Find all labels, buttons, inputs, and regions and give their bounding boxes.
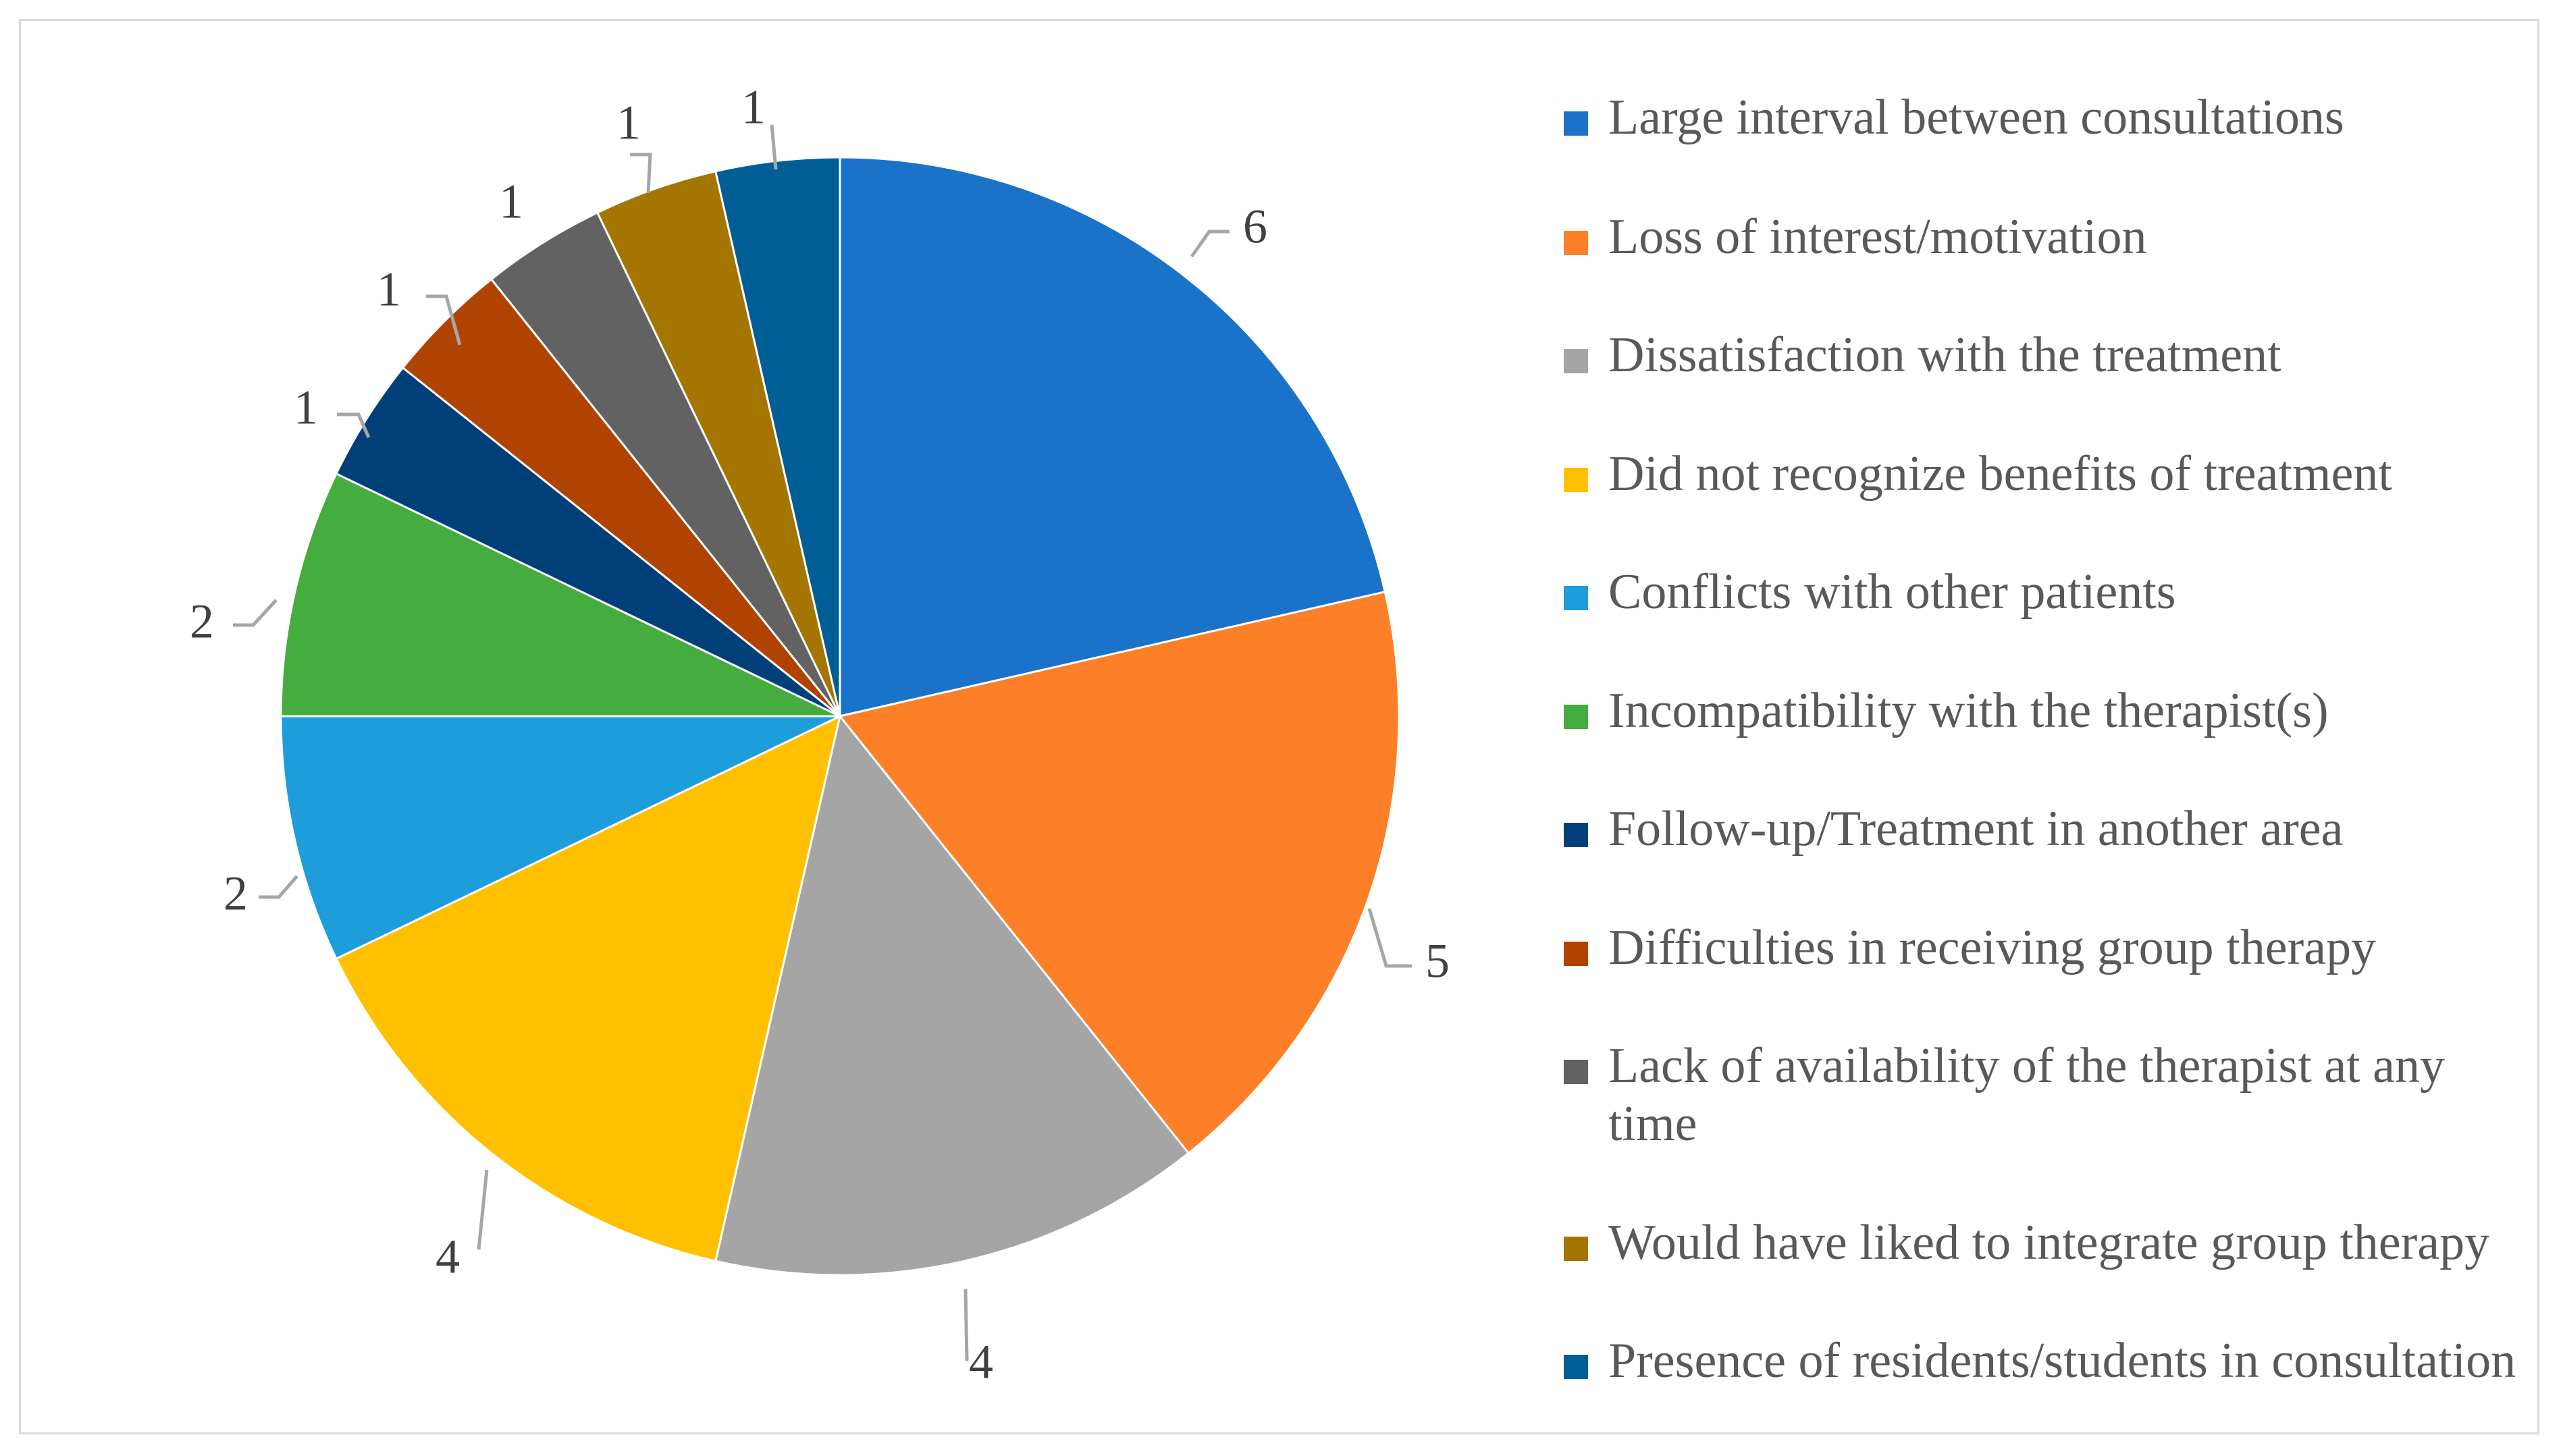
legend-label-residents-presence: Presence of residents/students in consul… [1608, 1333, 2516, 1388]
data-label-follow-up: 1 [294, 381, 318, 435]
data-label-large-interval: 6 [1243, 200, 1267, 254]
legend-swatch-loss-of-interest [1564, 231, 1588, 255]
legend-swatch-follow-up [1564, 823, 1588, 847]
pie-chart: 6 5 4 4 2 2 1 1 1 1 1 [190, 80, 1450, 1389]
legend-label-incompatibility: Incompatibility with the therapist(s) [1608, 683, 2329, 738]
leader-line-follow-up [337, 412, 371, 439]
legend-label-follow-up: Follow-up/Treatment in another area [1608, 801, 2344, 857]
legend-swatch-large-interval [1564, 111, 1588, 136]
leader-line-residents-presence [770, 124, 778, 170]
legend-label-group-difficulties: Difficulties in receiving group therapy [1608, 920, 2377, 975]
legend-label-therapist-availability: Lack of availability of the therapist at… [1608, 1038, 2446, 1152]
legend-label-dissatisfaction: Dissatisfaction with the treatment [1608, 327, 2281, 383]
legend-label-integrate-group: Would have liked to integrate group ther… [1608, 1215, 2490, 1270]
pie-slice-large-interval [839, 156, 1387, 718]
legend-swatch-therapist-availability [1564, 1060, 1588, 1084]
legend-swatch-residents-presence [1564, 1355, 1588, 1379]
legend-swatch-no-benefits [1564, 468, 1588, 492]
legend-swatch-group-difficulties [1564, 942, 1588, 966]
pie-slice-incompatibility [280, 472, 841, 718]
pie-slice-loss-of-interest [838, 590, 1400, 1155]
data-labels: 6 5 4 4 2 2 1 1 1 1 1 [190, 80, 1450, 1389]
data-label-no-benefits: 4 [435, 1230, 460, 1284]
pie-slice-conflicts [280, 715, 841, 961]
leader-line-incompatibility [233, 599, 278, 627]
legend-swatch-dissatisfaction [1564, 349, 1588, 373]
legend-label-no-benefits: Did not recognize benefits of treatment [1608, 446, 2392, 502]
data-label-integrate-group: 1 [616, 96, 641, 150]
data-label-group-difficulties: 1 [377, 263, 401, 317]
legend-swatch-integrate-group [1564, 1237, 1588, 1261]
chart-frame: 6 5 4 4 2 2 1 1 1 1 1 Large interval between consu… [19, 19, 2539, 1434]
leader-line-dissatisfaction [963, 1289, 969, 1361]
legend-label-large-interval: Large interval between consultations [1608, 90, 2344, 145]
data-label-incompatibility: 2 [190, 595, 214, 649]
legend-swatch-incompatibility [1564, 705, 1588, 729]
legend-label-loss-of-interest: Loss of interest/motivation [1608, 209, 2147, 265]
leader-line-integrate-group [630, 153, 652, 194]
leader-line-group-difficulties [426, 294, 462, 346]
leader-line-no-benefits [477, 1169, 489, 1250]
data-label-loss-of-interest: 5 [1425, 934, 1450, 988]
data-label-conflicts: 2 [223, 867, 248, 921]
pie-slices [280, 156, 1400, 1276]
pie-slice-no-benefits [334, 714, 842, 1263]
legend-swatch-conflicts [1564, 586, 1588, 610]
legend-label-conflicts: Conflicts with other patients [1608, 564, 2176, 620]
leader-line-loss-of-interest [1367, 908, 1412, 968]
pie-slice-dissatisfaction [714, 713, 1190, 1276]
leader-line-conflicts [259, 875, 298, 899]
leader-line-large-interval [1190, 230, 1230, 258]
data-label-therapist-availability: 1 [499, 175, 523, 229]
data-label-dissatisfaction: 4 [969, 1335, 993, 1389]
pie-slice-residents-presence [714, 156, 841, 717]
leader-lines [233, 124, 1412, 1361]
data-label-residents-presence: 1 [741, 80, 766, 134]
